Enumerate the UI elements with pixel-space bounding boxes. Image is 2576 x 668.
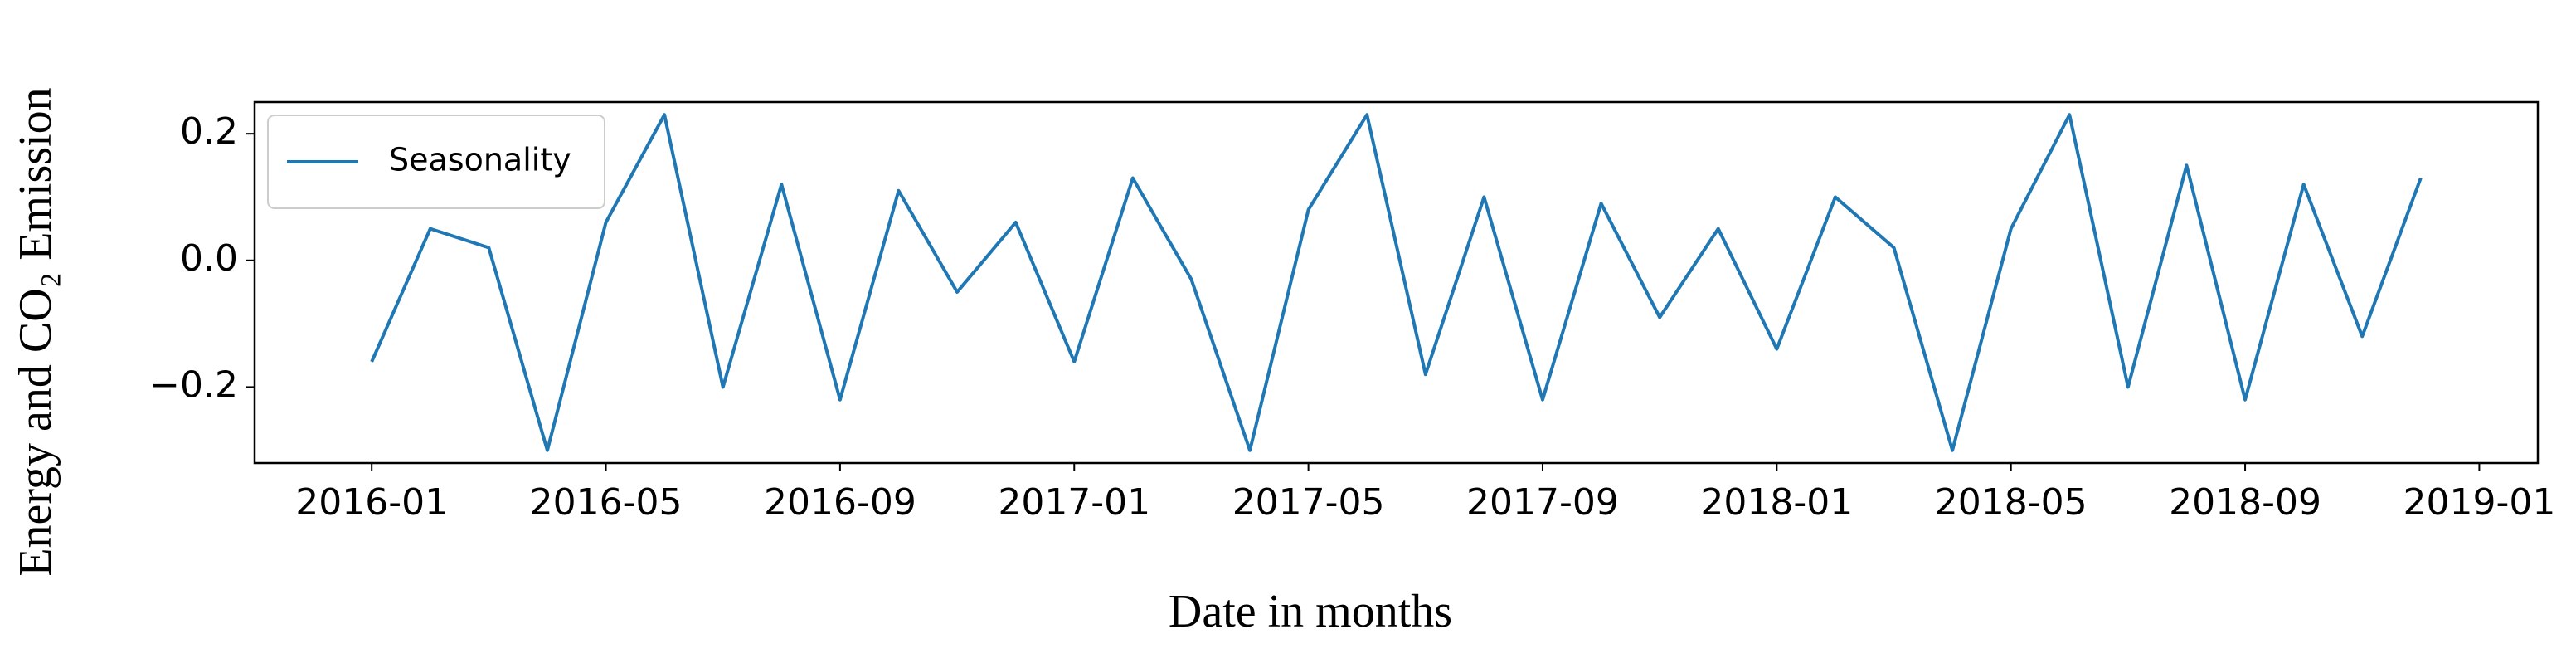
legend-box <box>267 115 605 209</box>
x-tick-label: 2019-01 <box>2403 481 2555 524</box>
series-line <box>370 113 2423 452</box>
x-axis-label: Date in months <box>1169 586 1452 637</box>
x-tick-label: 2017-01 <box>998 481 1150 524</box>
x-tick-label: 2016-05 <box>530 481 683 524</box>
x-tick-label: 2018-01 <box>1700 481 1853 524</box>
x-tick-label: 2016-09 <box>764 481 916 524</box>
y-tick-label: −0.2 <box>149 363 238 406</box>
plot-frame <box>253 100 2540 465</box>
x-tick-label: 2016-01 <box>295 481 448 524</box>
x-tick-label: 2018-09 <box>2169 481 2321 524</box>
x-tick-label: 2018-05 <box>1935 481 2088 524</box>
y-tick-label: 0.2 <box>180 110 238 153</box>
y-axis-label: Energy and CO₂ Emission <box>10 87 61 576</box>
legend-label: Seasonality <box>389 142 571 178</box>
y-tick-label: 0.0 <box>180 237 238 280</box>
x-tick-label: 2017-09 <box>1466 481 1619 524</box>
x-tick-label: 2017-05 <box>1232 481 1385 524</box>
